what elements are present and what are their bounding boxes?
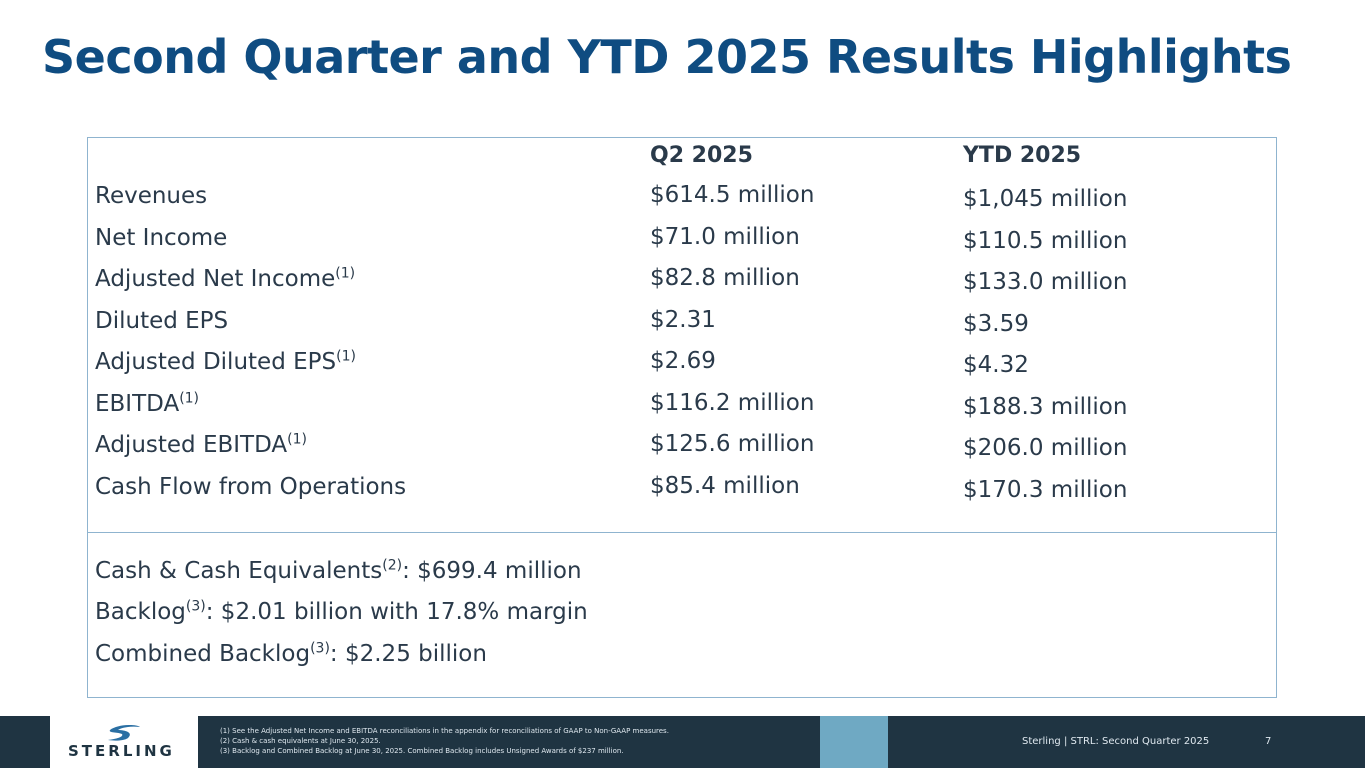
row-q2-ebitda: $116.2 million — [650, 390, 815, 416]
page-title: Second Quarter and YTD 2025 Results High… — [42, 30, 1292, 84]
footnote-2: (2) Cash & cash equivalents at June 30, … — [220, 737, 381, 745]
row-label-diluted-eps: Diluted EPS — [95, 308, 229, 334]
results-table-box — [87, 137, 1277, 698]
row-ytd-adjusted-diluted-eps: $4.32 — [963, 352, 1029, 378]
box-divider — [88, 532, 1276, 533]
footnote-3: (3) Backlog and Combined Backlog at June… — [220, 747, 624, 755]
row-ytd-net-income: $110.5 million — [963, 228, 1128, 254]
row-q2-diluted-eps: $2.31 — [650, 307, 716, 333]
summary-combined-backlog: Combined Backlog(3): $2.25 billion — [95, 640, 487, 667]
row-ytd-ebitda: $188.3 million — [963, 394, 1128, 420]
row-q2-revenues: $614.5 million — [650, 182, 815, 208]
row-label-ebitda: EBITDA(1) — [95, 390, 200, 417]
summary-backlog: Backlog(3): $2.01 billion with 17.8% mar… — [95, 598, 588, 625]
row-label-adjusted-diluted-eps: Adjusted Diluted EPS(1) — [95, 348, 356, 375]
row-ytd-cash-flow-operations: $170.3 million — [963, 477, 1128, 503]
footer-company-line: Sterling | STRL: Second Quarter 2025 — [1022, 736, 1210, 747]
row-label-net-income: Net Income — [95, 225, 228, 251]
sterling-swoosh-logo-icon — [108, 725, 140, 741]
page-number: 7 — [1265, 736, 1272, 747]
column-header-ytd: YTD 2025 — [963, 143, 1082, 168]
row-label-revenues: Revenues — [95, 183, 208, 209]
row-q2-cash-flow-operations: $85.4 million — [650, 473, 800, 499]
row-label-cash-flow-operations: Cash Flow from Operations — [95, 474, 407, 500]
row-q2-adjusted-diluted-eps: $2.69 — [650, 348, 716, 374]
footnote-1: (1) See the Adjusted Net Income and EBIT… — [220, 727, 669, 735]
row-ytd-adjusted-net-income: $133.0 million — [963, 269, 1128, 295]
footer-bar: STERLING (1) See the Adjusted Net Income… — [0, 716, 1365, 768]
row-q2-adjusted-ebitda: $125.6 million — [650, 431, 815, 457]
row-q2-adjusted-net-income: $82.8 million — [650, 265, 800, 291]
row-label-adjusted-ebitda: Adjusted EBITDA(1) — [95, 431, 307, 458]
footer-accent-block — [820, 716, 888, 768]
row-ytd-revenues: $1,045 million — [963, 186, 1128, 212]
row-label-adjusted-net-income: Adjusted Net Income(1) — [95, 265, 356, 292]
column-header-q2: Q2 2025 — [650, 143, 753, 168]
summary-cash-equivalents: Cash & Cash Equivalents(2): $699.4 milli… — [95, 557, 582, 584]
sterling-logo: STERLING — [50, 716, 198, 768]
row-ytd-adjusted-ebitda: $206.0 million — [963, 435, 1128, 461]
logo-wordmark: STERLING — [68, 742, 175, 760]
row-ytd-diluted-eps: $3.59 — [963, 311, 1029, 337]
footnotes: (1) See the Adjusted Net Income and EBIT… — [220, 726, 669, 756]
row-q2-net-income: $71.0 million — [650, 224, 800, 250]
